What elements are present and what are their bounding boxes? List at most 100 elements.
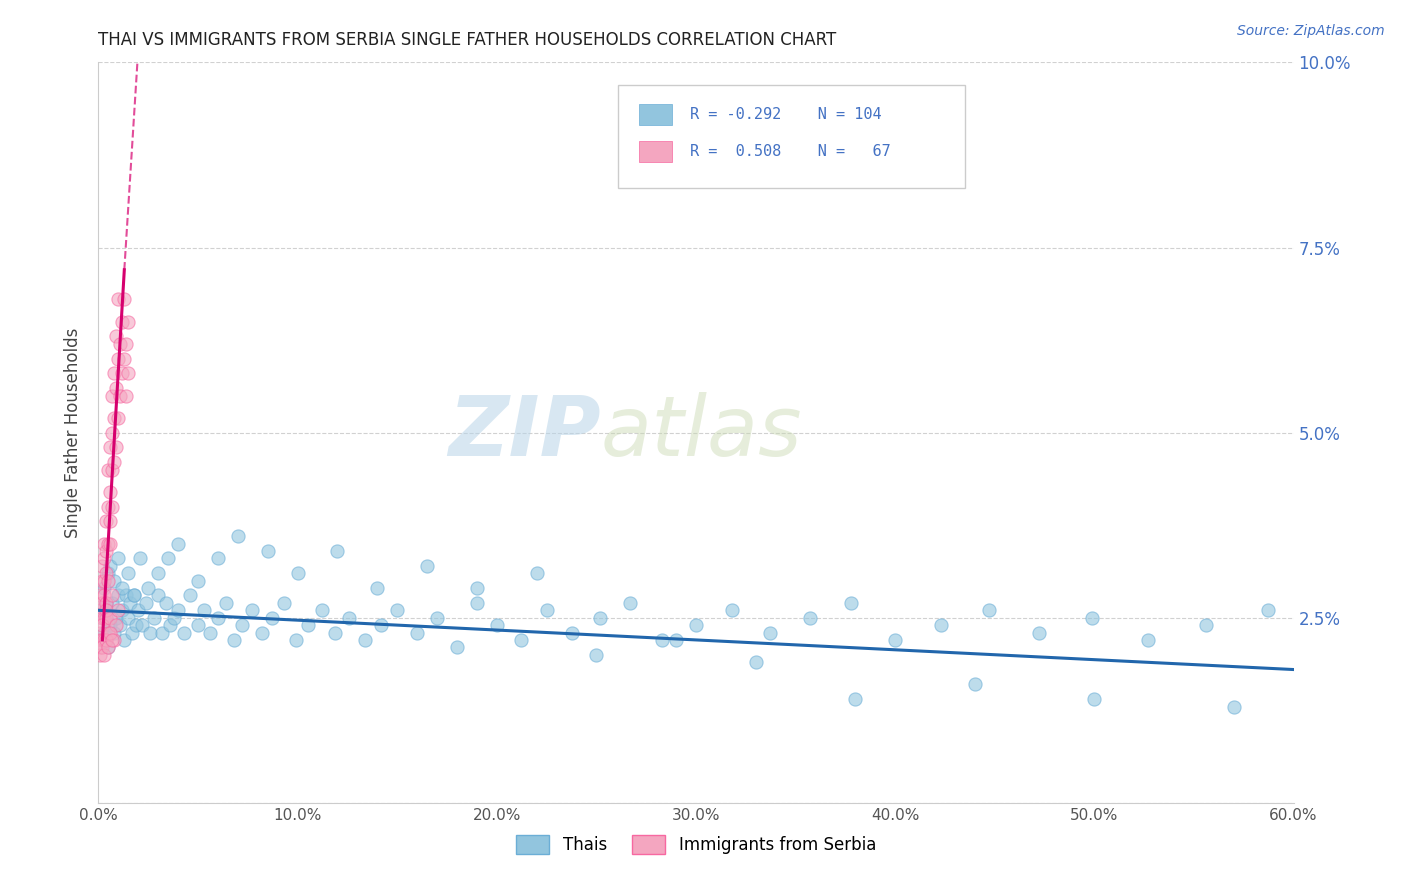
- Point: [406, 625, 429, 640]
- Point: [112, 351, 135, 366]
- Text: atlas: atlas: [600, 392, 801, 473]
- Point: [98, 441, 122, 455]
- Point: [1081, 610, 1104, 624]
- Point: [97, 536, 120, 550]
- Point: [139, 625, 162, 640]
- Point: [198, 625, 221, 640]
- Point: [98, 484, 122, 499]
- FancyBboxPatch shape: [619, 85, 965, 188]
- Point: [125, 618, 148, 632]
- Point: [163, 610, 186, 624]
- Point: [93, 574, 115, 588]
- Point: [89, 648, 111, 662]
- Point: [93, 648, 115, 662]
- Point: [98, 625, 122, 640]
- Point: [96, 596, 118, 610]
- Point: [97, 640, 120, 655]
- Point: [446, 640, 468, 655]
- Point: [250, 625, 273, 640]
- Point: [561, 625, 583, 640]
- Point: [101, 596, 124, 610]
- Point: [101, 388, 124, 402]
- Point: [509, 632, 531, 647]
- Point: [326, 544, 349, 558]
- Point: [111, 581, 134, 595]
- Point: [284, 632, 307, 647]
- Point: [103, 574, 125, 588]
- Point: [107, 589, 129, 603]
- Point: [111, 603, 134, 617]
- Point: [96, 544, 118, 558]
- Point: [135, 596, 157, 610]
- Point: [91, 610, 114, 624]
- Point: [91, 632, 114, 647]
- Point: [103, 455, 125, 469]
- Point: [929, 618, 952, 632]
- Point: [585, 648, 607, 662]
- Point: [89, 589, 111, 603]
- Point: [93, 625, 115, 640]
- Point: [758, 625, 780, 640]
- Point: [1223, 699, 1246, 714]
- Point: [89, 632, 111, 647]
- Point: [131, 618, 153, 632]
- Point: [426, 610, 449, 624]
- Point: [1257, 603, 1279, 617]
- Point: [98, 558, 122, 573]
- Point: [93, 632, 115, 647]
- Point: [117, 610, 139, 624]
- Point: [148, 589, 170, 603]
- Point: [110, 618, 132, 632]
- Point: [1137, 632, 1160, 647]
- Point: [96, 566, 118, 581]
- Point: [93, 581, 115, 595]
- Text: THAI VS IMMIGRANTS FROM SERBIA SINGLE FATHER HOUSEHOLDS CORRELATION CHART: THAI VS IMMIGRANTS FROM SERBIA SINGLE FA…: [98, 31, 837, 49]
- Point: [256, 544, 278, 558]
- Point: [136, 581, 159, 595]
- Point: [287, 566, 309, 581]
- Point: [117, 367, 139, 381]
- Point: [107, 551, 129, 566]
- Point: [155, 596, 177, 610]
- Point: [173, 625, 195, 640]
- Point: [91, 618, 114, 632]
- Point: [96, 515, 118, 529]
- Legend: Thais, Immigrants from Serbia: Thais, Immigrants from Serbia: [509, 829, 883, 861]
- Point: [105, 610, 128, 624]
- Point: [150, 625, 173, 640]
- Point: [115, 336, 138, 351]
- Text: R = -0.292    N = 104: R = -0.292 N = 104: [690, 107, 882, 122]
- Point: [589, 610, 612, 624]
- Point: [121, 625, 143, 640]
- Point: [112, 293, 135, 307]
- Point: [93, 551, 115, 566]
- Point: [1195, 618, 1218, 632]
- Point: [465, 581, 488, 595]
- FancyBboxPatch shape: [638, 141, 672, 161]
- Point: [536, 603, 558, 617]
- Point: [97, 462, 120, 476]
- Point: [96, 596, 118, 610]
- Point: [884, 632, 907, 647]
- Point: [89, 640, 111, 655]
- Point: [105, 441, 128, 455]
- Point: [465, 596, 488, 610]
- Point: [96, 632, 118, 647]
- Point: [222, 632, 245, 647]
- Point: [111, 314, 134, 328]
- Point: [117, 566, 139, 581]
- Point: [977, 603, 1000, 617]
- Point: [215, 596, 238, 610]
- Point: [101, 589, 124, 603]
- Point: [98, 536, 122, 550]
- Point: [366, 581, 388, 595]
- Point: [103, 632, 125, 647]
- Point: [91, 558, 114, 573]
- Point: [103, 367, 125, 381]
- Point: [91, 574, 114, 588]
- Point: [110, 336, 132, 351]
- Point: [98, 610, 122, 624]
- Point: [143, 610, 166, 624]
- Point: [97, 566, 120, 581]
- Point: [187, 618, 209, 632]
